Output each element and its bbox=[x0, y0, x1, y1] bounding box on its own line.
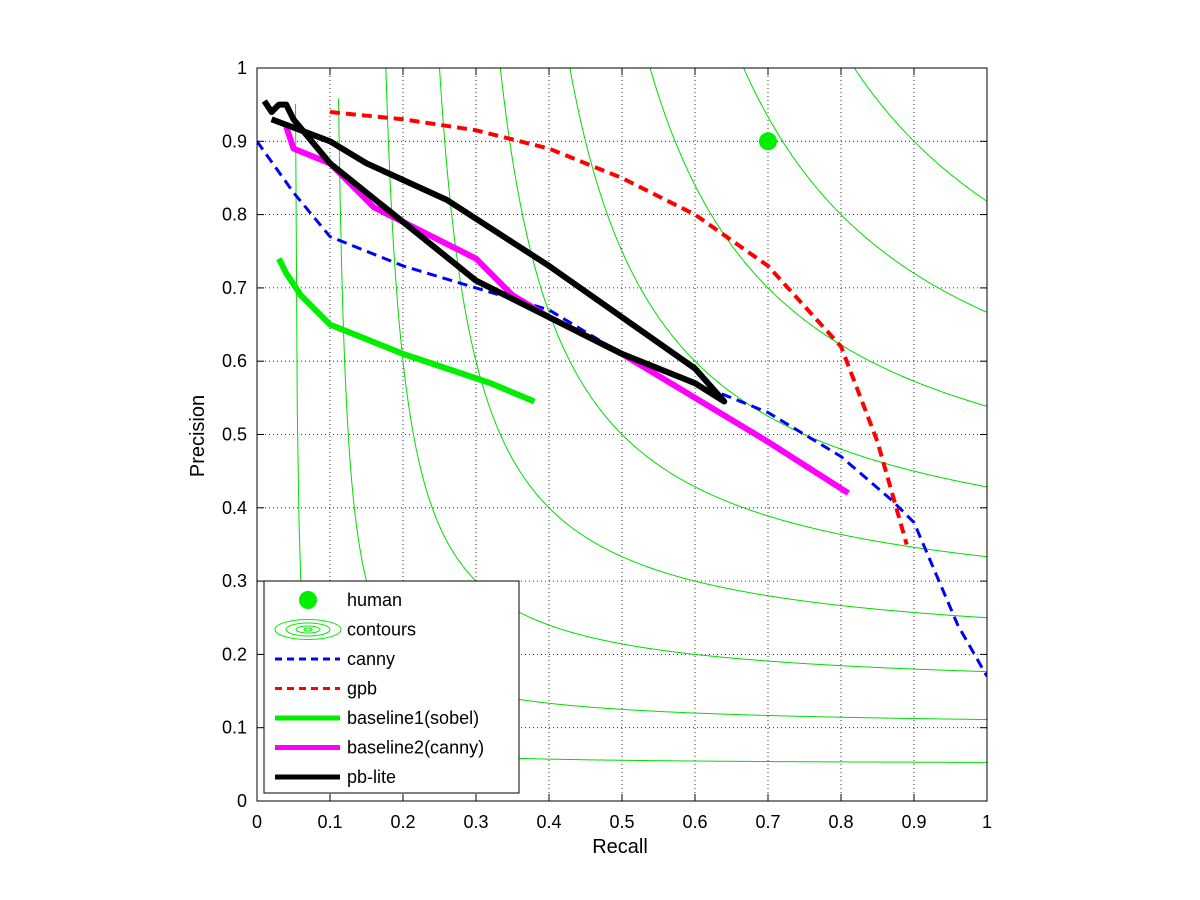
series-line-gpb bbox=[329, 110, 909, 546]
legend-swatch-contours bbox=[303, 627, 313, 632]
y-tick-label: 0.3 bbox=[222, 571, 247, 591]
series-lines bbox=[257, 99, 987, 678]
legend-label-gpb: gpb bbox=[347, 679, 377, 699]
x-tick-label: 0.6 bbox=[682, 812, 707, 832]
x-tick-label: 0.2 bbox=[390, 812, 415, 832]
series-line-pb-lite bbox=[261, 99, 728, 405]
human-point-layer bbox=[759, 132, 777, 151]
y-tick-label: 0.7 bbox=[222, 278, 247, 298]
x-tick-label: 0.5 bbox=[609, 812, 634, 832]
y-tick-label: 0.9 bbox=[222, 131, 247, 151]
legend-swatch-contours bbox=[295, 625, 321, 634]
x-tick-label: 0.3 bbox=[463, 812, 488, 832]
f-contour-line bbox=[853, 68, 987, 202]
y-axis-label: Precision bbox=[187, 395, 209, 477]
y-tick-label: 1 bbox=[237, 58, 247, 78]
x-tick-label: 1 bbox=[982, 812, 992, 832]
legend-label-contours: contours bbox=[347, 620, 416, 640]
f-contour-line bbox=[649, 68, 987, 407]
legend-swatch-human bbox=[299, 591, 317, 609]
legend-label-canny: canny bbox=[347, 649, 395, 669]
legend-label-baseline1-sobel-: baseline1(sobel) bbox=[347, 708, 479, 728]
legend-swatch-contours bbox=[274, 619, 342, 640]
axis-ticks: 0 0.1 0.2 0.3 0.4 0.5 0.6 0.7 0.8 0.9 1 0 0.1 0.2 0.3 0… bbox=[222, 58, 992, 832]
f-contour-line bbox=[569, 68, 987, 488]
y-tick-label: 0.8 bbox=[222, 205, 247, 225]
y-tick-label: 0.4 bbox=[222, 498, 247, 518]
legend-label-baseline2-canny-: baseline2(canny) bbox=[347, 738, 484, 758]
x-tick-label: 0.4 bbox=[536, 812, 561, 832]
f-contour-line bbox=[743, 68, 987, 313]
legend-label-pb-lite: pb-lite bbox=[347, 767, 396, 787]
x-tick-label: 0.7 bbox=[755, 812, 780, 832]
legend: human contours canny gpb baseline1(sobel) bas… bbox=[263, 580, 520, 794]
series-line-baseline1-sobel- bbox=[276, 257, 536, 405]
legend-swatch-contours bbox=[285, 622, 331, 637]
grid bbox=[257, 68, 987, 801]
x-tick-label: 0 bbox=[252, 812, 262, 832]
y-tick-label: 0 bbox=[237, 791, 247, 811]
x-tick-label: 0.8 bbox=[828, 812, 853, 832]
y-tick-label: 0.6 bbox=[222, 351, 247, 371]
y-tick-label: 0.5 bbox=[222, 425, 247, 445]
y-tick-label: 0.1 bbox=[222, 718, 247, 738]
x-axis-label: Recall bbox=[592, 836, 648, 858]
human-point bbox=[759, 132, 777, 151]
legend-label-human: human bbox=[347, 590, 402, 610]
f-contour-line bbox=[439, 68, 987, 619]
x-tick-label: 0.1 bbox=[317, 812, 342, 832]
legend-box bbox=[263, 580, 520, 794]
x-tick-label: 0.9 bbox=[901, 812, 926, 832]
y-tick-label: 0.2 bbox=[222, 644, 247, 664]
f-contour-line bbox=[499, 68, 987, 558]
